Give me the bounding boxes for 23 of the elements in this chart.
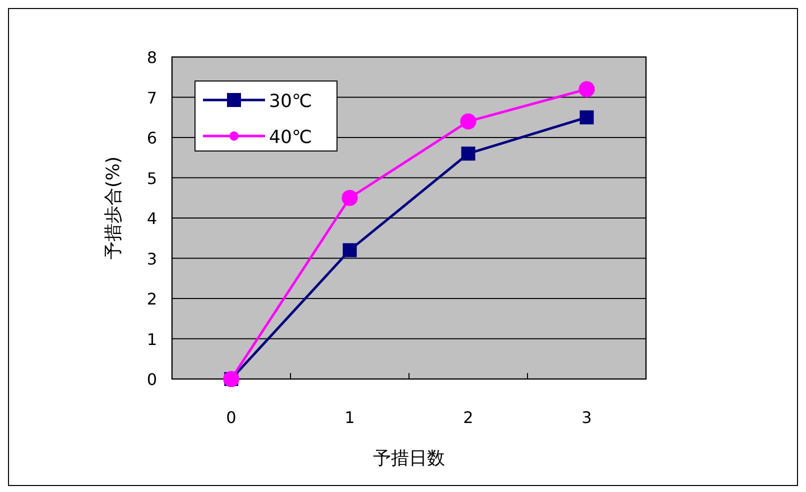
x-tick-label: 2 xyxy=(463,408,474,427)
y-tick-label: 5 xyxy=(146,168,158,188)
point xyxy=(578,81,595,98)
y-tick-label: 7 xyxy=(146,88,158,108)
x-axis-title: 予措日数 xyxy=(373,448,445,469)
y-tick-label: 4 xyxy=(146,209,158,228)
y-tick-label: 2 xyxy=(146,290,158,308)
point xyxy=(342,190,358,206)
point xyxy=(342,243,357,258)
point xyxy=(580,110,594,124)
y-tick-label: 6 xyxy=(146,128,158,148)
y-axis-title: 予措歩合(%) xyxy=(103,156,124,260)
y-tick-label: 1 xyxy=(146,330,158,349)
x-tick-label: 0 xyxy=(226,408,236,427)
x-tick-label: 3 xyxy=(582,408,592,427)
y-tick-label: 0 xyxy=(146,370,158,389)
y-tick-label: 8 xyxy=(146,48,158,67)
point xyxy=(460,113,476,130)
legend-label: 30℃ xyxy=(269,91,312,112)
point xyxy=(461,146,476,161)
legend-label: 40℃ xyxy=(269,127,312,148)
y-tick-label: 3 xyxy=(146,249,158,268)
x-tick-label: 1 xyxy=(344,408,355,427)
